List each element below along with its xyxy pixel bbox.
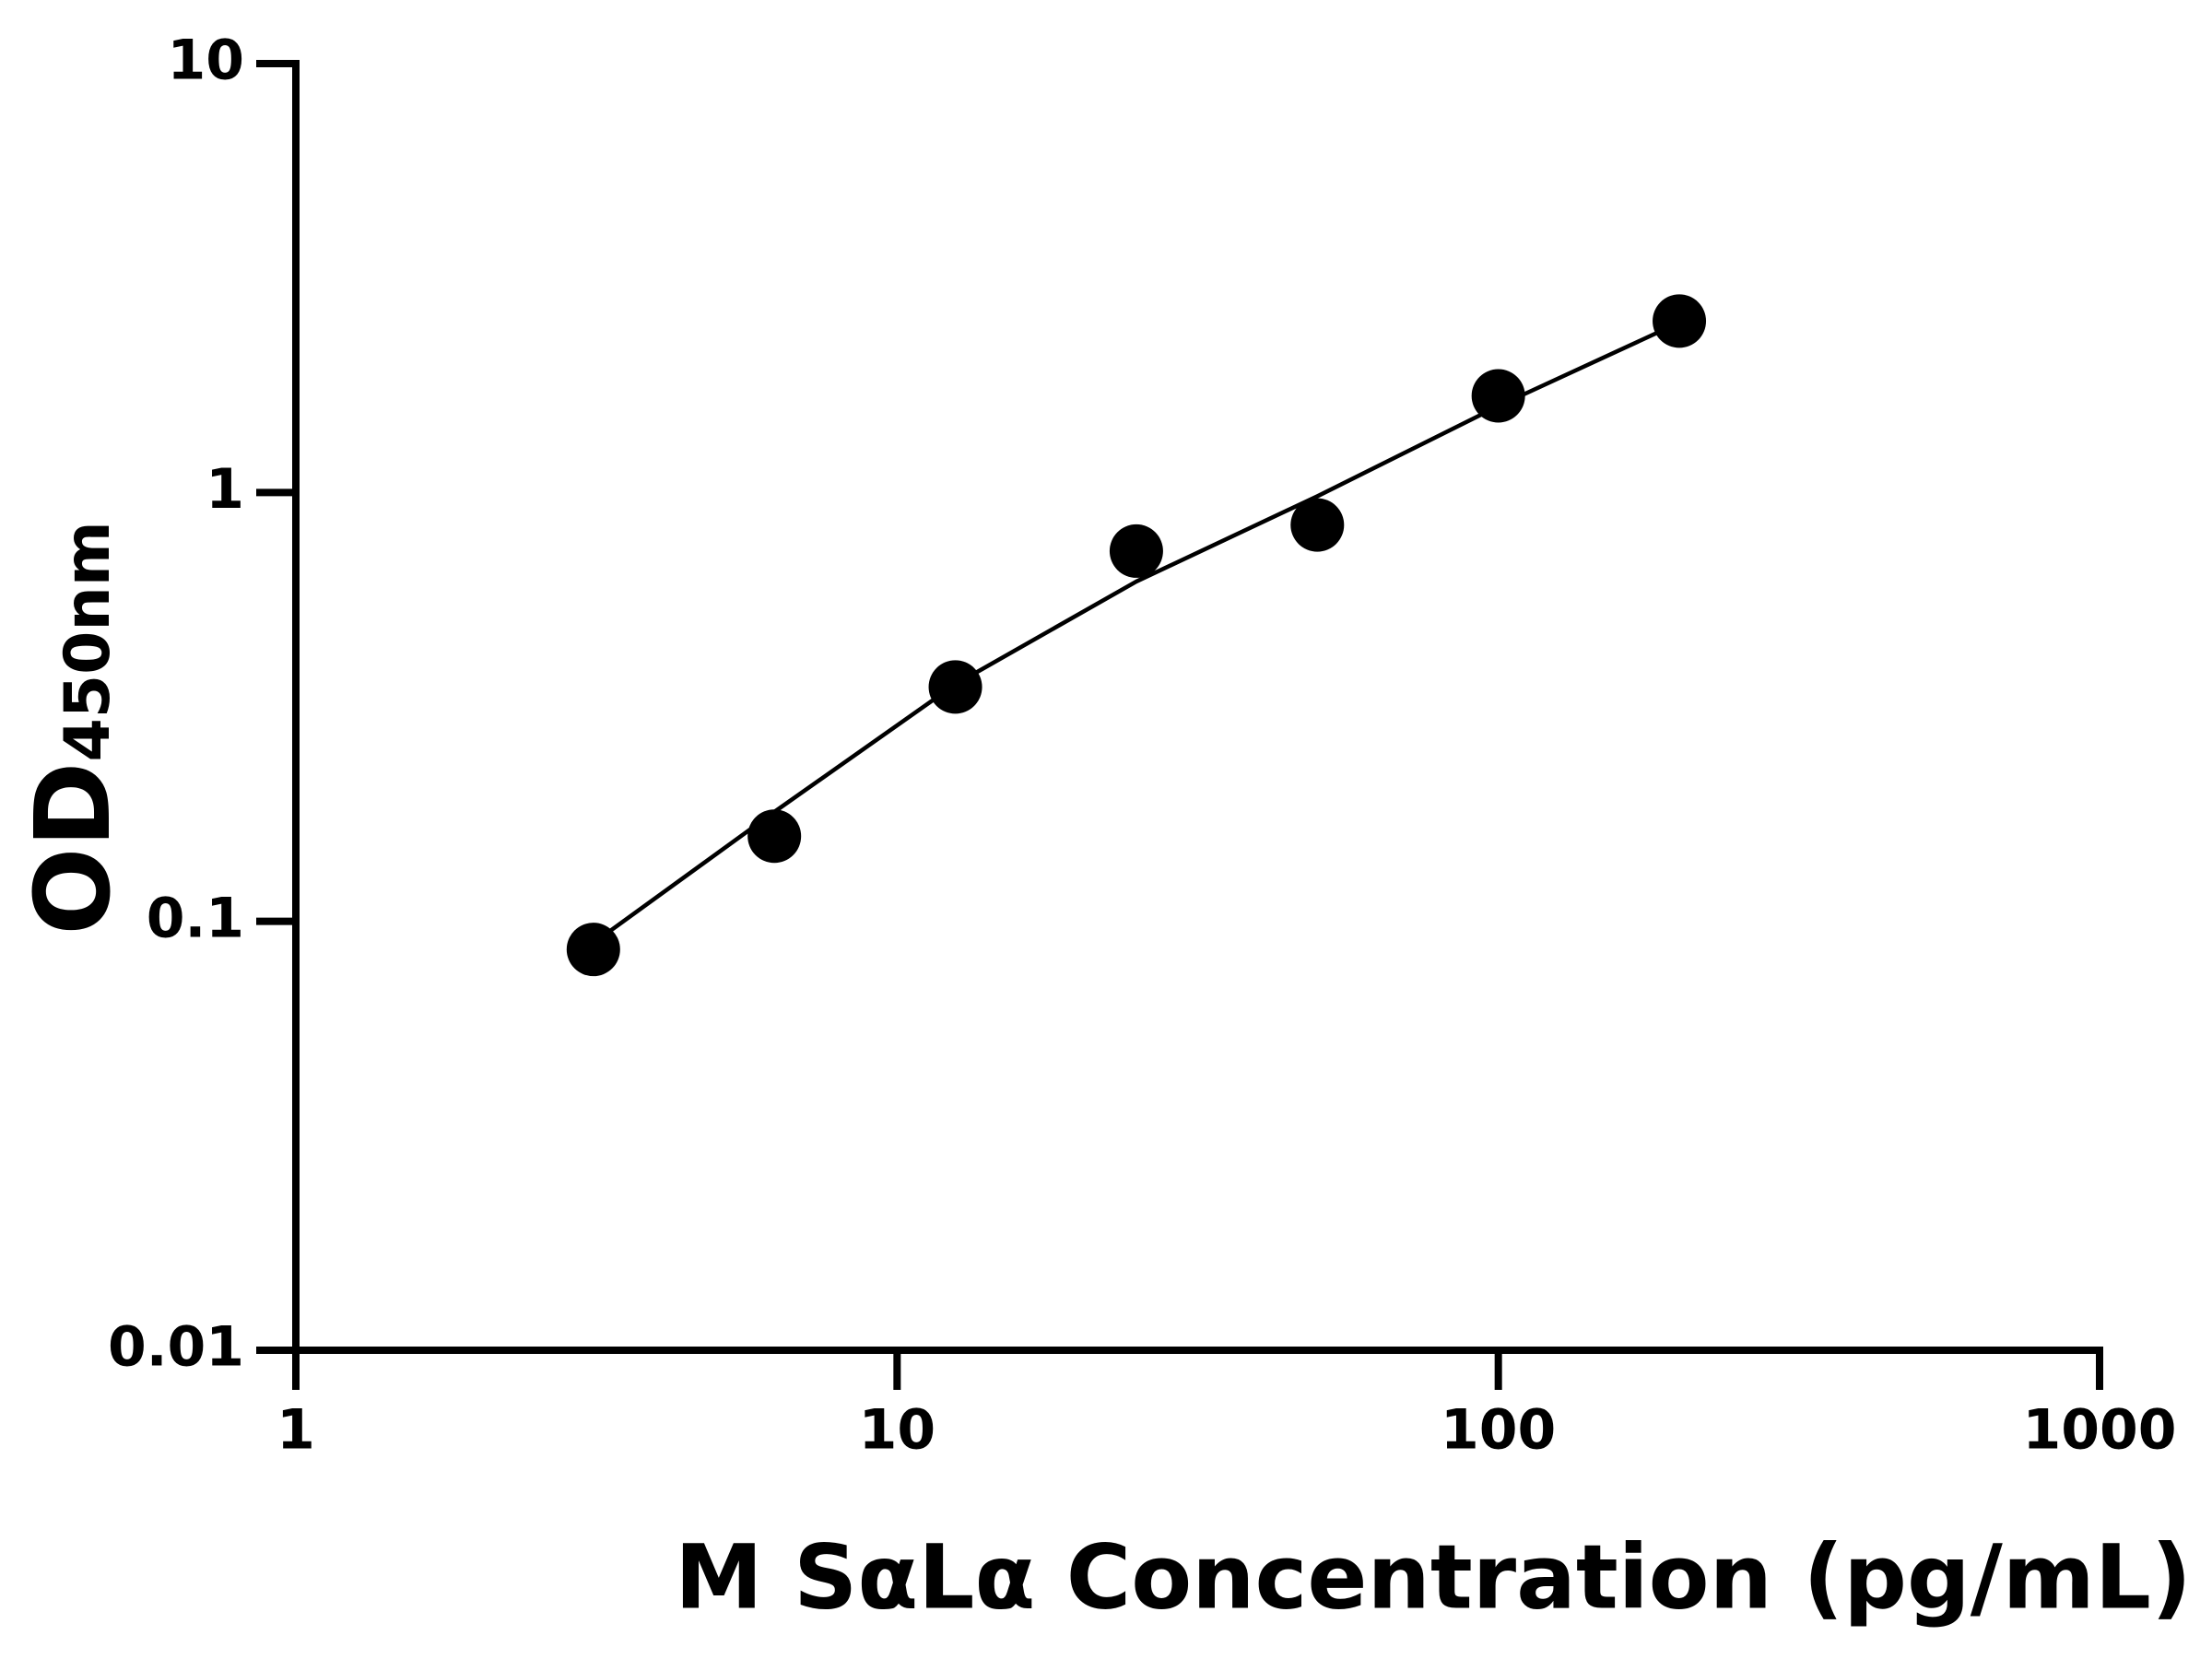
x-tick-label: 10 <box>859 1398 936 1463</box>
data-point <box>747 809 802 864</box>
x-tick-label: 1000 <box>2023 1398 2177 1463</box>
x-tick-label: 100 <box>1441 1398 1556 1463</box>
data-point <box>1653 294 1707 348</box>
y-tick-label: 0.1 <box>147 886 244 950</box>
y-tick-label: 1 <box>206 457 244 522</box>
y-label-sub: 450nm <box>52 521 124 761</box>
data-point <box>1471 369 1525 423</box>
data-point <box>566 923 620 977</box>
data-point <box>1290 498 1345 552</box>
y-tick-label: 0.01 <box>108 1315 244 1380</box>
x-tick-label: 1 <box>276 1398 315 1463</box>
x-axis-label: M SαLα Concentration (pg/mL) <box>675 1525 2192 1629</box>
y-label-main: OD <box>14 762 134 935</box>
y-tick-label: 10 <box>168 29 245 93</box>
data-point <box>928 660 982 714</box>
data-point <box>1109 524 1163 578</box>
y-axis-label: OD450nm <box>14 521 134 935</box>
